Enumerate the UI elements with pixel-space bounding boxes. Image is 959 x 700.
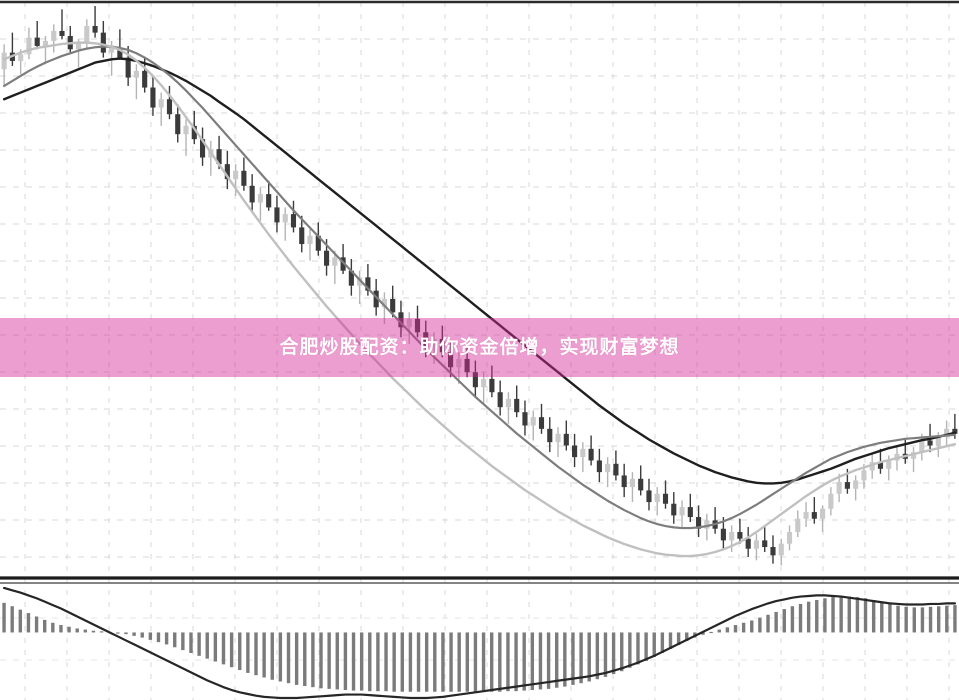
panel-borders <box>0 0 959 584</box>
macd-histogram-layer <box>2 596 957 692</box>
promo-banner-text: 合肥炒股配资：助你资金倍增，实现财富梦想 <box>279 336 680 358</box>
promo-banner[interactable]: 合肥炒股配资：助你资金倍增，实现财富梦想 <box>0 318 959 377</box>
macd-line-layer <box>2 586 957 700</box>
moving-average-layer <box>2 41 957 558</box>
candlestick-layer <box>1 6 958 566</box>
